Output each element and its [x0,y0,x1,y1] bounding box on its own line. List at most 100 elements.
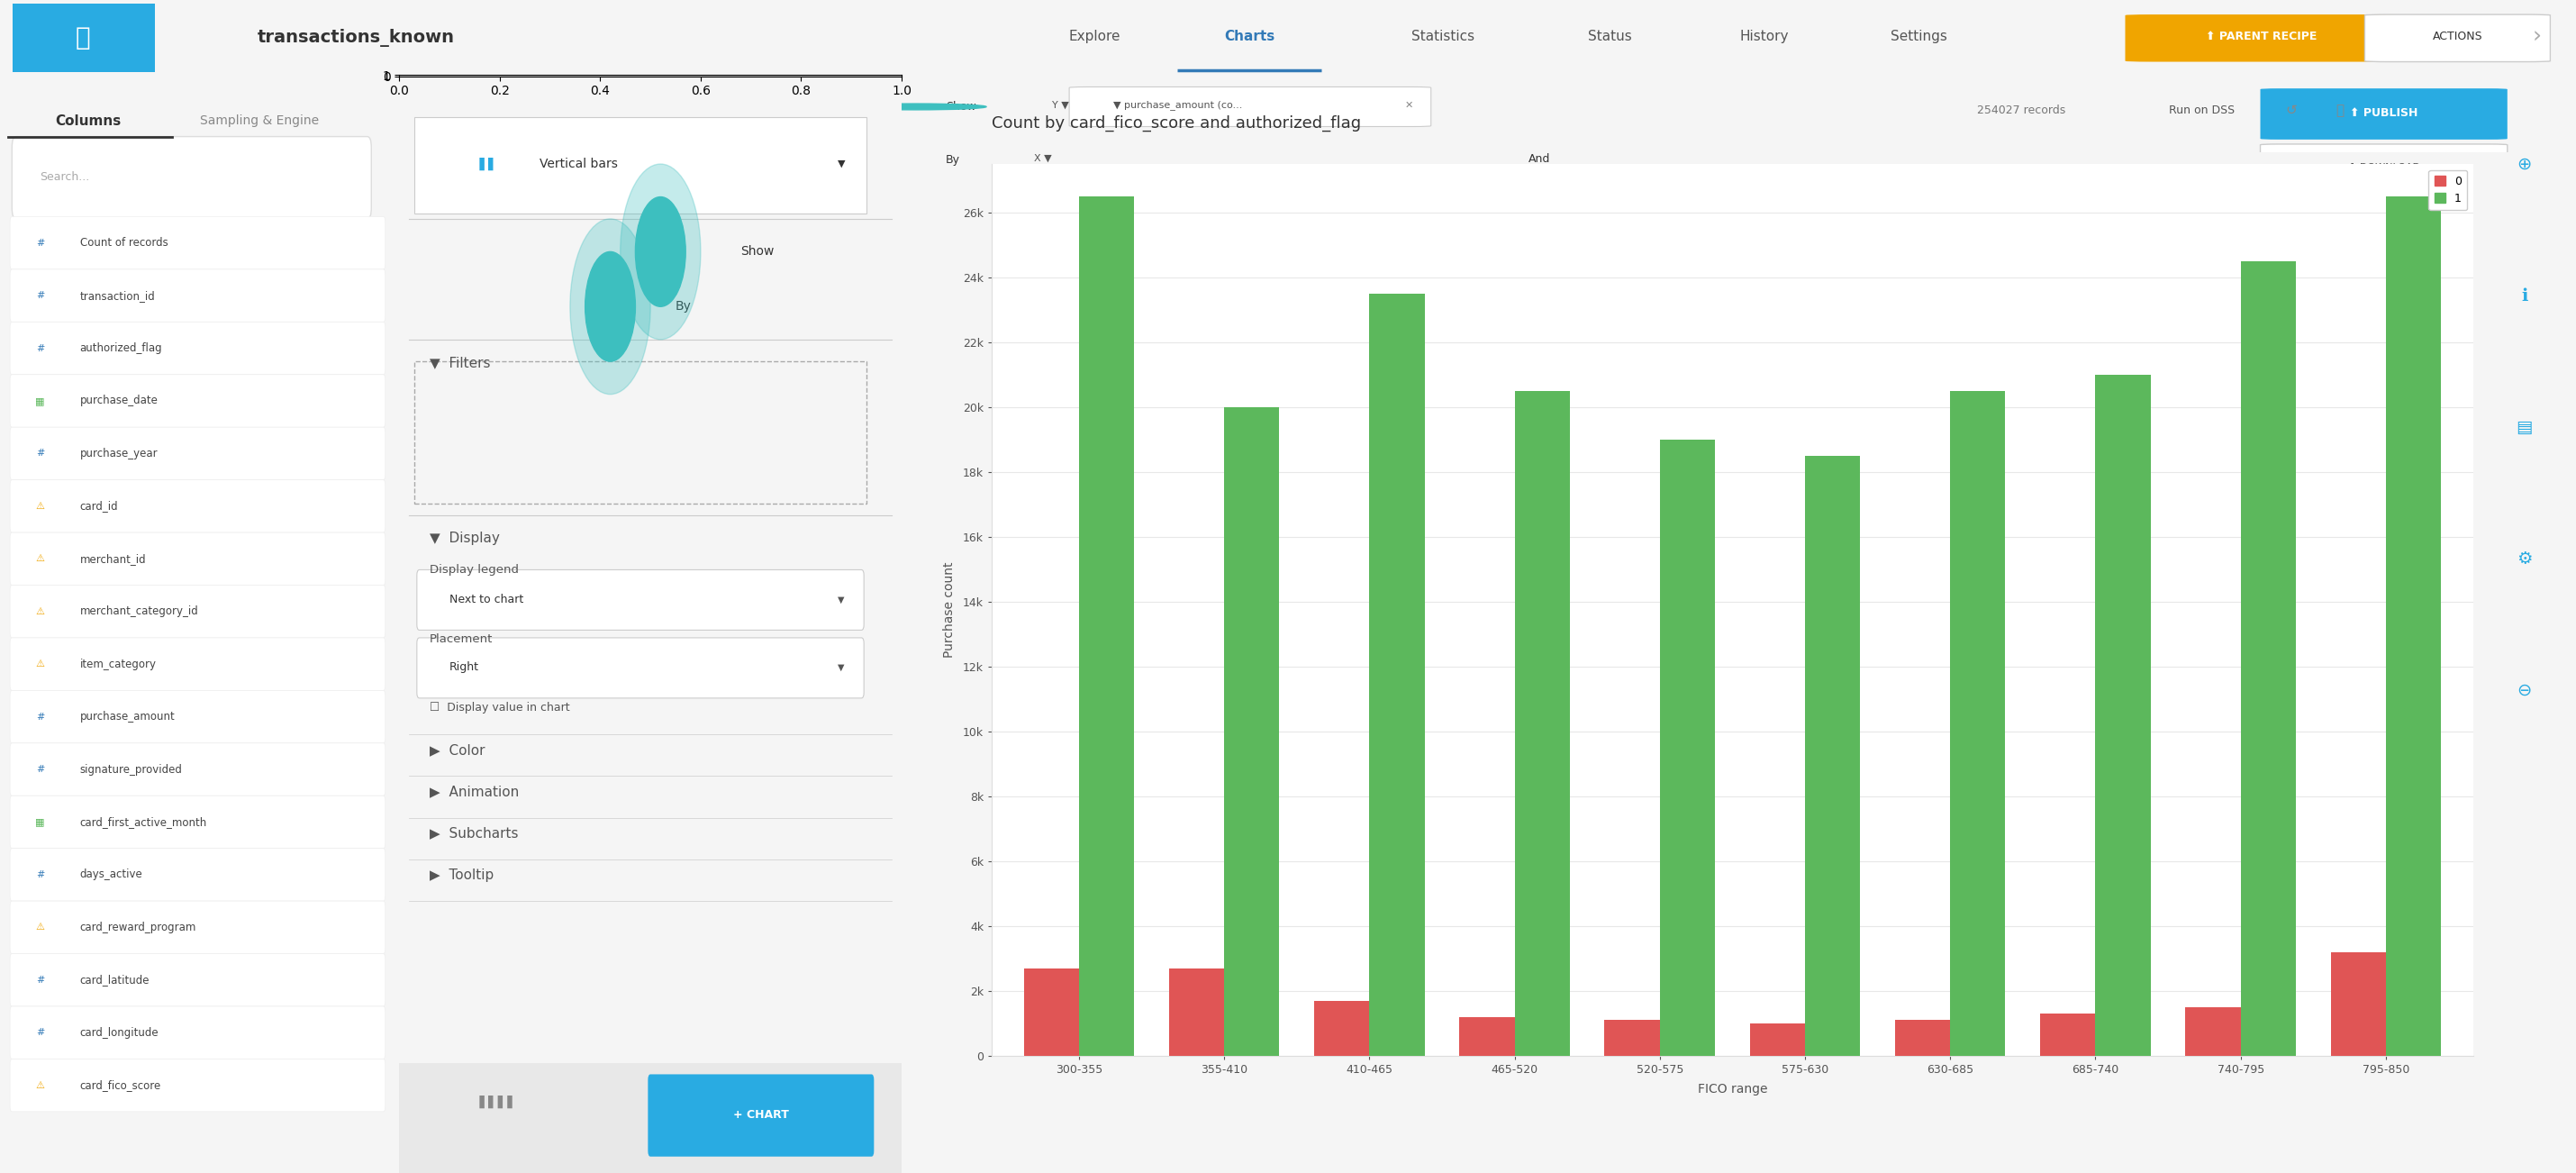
FancyBboxPatch shape [1069,87,1432,127]
Bar [2040,1013,2094,1056]
Text: Charts: Charts [1224,29,1275,43]
Text: ↺: ↺ [2285,104,2298,117]
Text: ⬆ PARENT RECIPE: ⬆ PARENT RECIPE [2205,30,2318,42]
Bar [1659,440,1716,1056]
Text: ⬇ DOWNLOAD: ⬇ DOWNLOAD [2347,163,2419,172]
Bar [399,1063,902,1173]
Text: ▼  Display: ▼ Display [430,531,500,545]
Text: ▼ purchase_amount (co...: ▼ purchase_amount (co... [1113,101,1242,110]
Text: Y ▼: Y ▼ [1051,101,1069,110]
Text: 📁: 📁 [75,26,90,50]
FancyBboxPatch shape [2125,14,2396,62]
Text: #: # [36,712,44,721]
Text: ⚠: ⚠ [36,923,44,931]
Bar [1806,456,1860,1056]
Circle shape [621,164,701,339]
FancyBboxPatch shape [649,1074,873,1157]
Circle shape [636,197,685,306]
Circle shape [585,252,636,361]
FancyBboxPatch shape [10,638,386,691]
Text: And: And [1528,152,1551,164]
Text: Sampling & Engine: Sampling & Engine [201,115,319,127]
Text: ▶  Color: ▶ Color [430,743,484,757]
FancyBboxPatch shape [2259,144,2506,191]
Text: ⚠: ⚠ [36,606,44,616]
Text: History: History [1739,29,1790,43]
Bar [1896,1021,1950,1056]
Text: Display legend: Display legend [430,564,518,576]
Text: ▦: ▦ [36,818,44,827]
Text: item_category: item_category [80,658,157,670]
Bar [1515,391,1569,1056]
Text: Right: Right [448,662,479,673]
Circle shape [845,157,987,163]
FancyBboxPatch shape [417,638,863,698]
FancyBboxPatch shape [10,270,386,321]
FancyBboxPatch shape [2259,88,2506,140]
FancyBboxPatch shape [417,570,863,630]
Text: Count by card_fico_score and authorized_flag: Count by card_fico_score and authorized_… [992,115,1360,131]
FancyBboxPatch shape [1643,160,1968,199]
Text: ▶  Subcharts: ▶ Subcharts [430,827,518,840]
Circle shape [2154,157,2295,163]
FancyBboxPatch shape [10,954,386,1006]
Text: ▦: ▦ [36,396,44,406]
FancyBboxPatch shape [415,361,866,504]
FancyBboxPatch shape [10,743,386,795]
Text: #: # [36,449,44,457]
Text: ▐▐: ▐▐ [474,157,495,170]
Text: Run on DSS: Run on DSS [2169,104,2236,116]
FancyBboxPatch shape [2365,14,2550,62]
Text: ℹ: ℹ [2522,287,2527,304]
Bar [1079,197,1133,1056]
FancyBboxPatch shape [415,117,866,213]
Text: ▤: ▤ [2517,419,2532,435]
Text: Columns: Columns [54,115,121,128]
Bar [1023,968,1079,1056]
Bar [1605,1021,1659,1056]
Text: ⊕: ⊕ [2517,156,2532,172]
Bar [1749,1023,1806,1056]
Text: Search...: Search... [41,171,90,183]
Text: Placement: Placement [430,633,492,645]
Bar [1370,294,1425,1056]
Circle shape [845,103,987,110]
Text: card_id: card_id [80,501,118,513]
Text: ›: › [2532,26,2543,47]
FancyBboxPatch shape [10,374,386,427]
Bar [1224,407,1280,1056]
Text: ☐  Display value in chart: ☐ Display value in chart [430,701,569,713]
Text: purchase_date: purchase_date [80,395,157,407]
Text: Settings: Settings [1891,29,1947,43]
Text: ▼: ▼ [837,595,845,604]
Text: Status: Status [1587,29,1633,43]
Text: X ▼: X ▼ [1033,154,1051,163]
Text: #: # [36,238,44,248]
Text: Statistics: Statistics [1412,29,1473,43]
Text: Show: Show [742,245,775,258]
Bar [2094,375,2151,1056]
FancyBboxPatch shape [13,4,155,73]
Text: card_latitude: card_latitude [80,974,149,985]
Bar [2385,197,2442,1056]
FancyBboxPatch shape [10,901,386,954]
Circle shape [1589,158,1677,162]
Text: ⬆ PUBLISH: ⬆ PUBLISH [2349,107,2419,118]
X-axis label: FICO range: FICO range [1698,1083,1767,1096]
FancyBboxPatch shape [10,795,386,848]
Text: card_longitude: card_longitude [80,1026,160,1038]
Text: #: # [36,1028,44,1037]
Bar [1950,391,2004,1056]
Text: By: By [675,300,690,313]
Text: ▼: ▼ [837,160,845,169]
Text: Show: Show [945,101,976,113]
Bar [2184,1008,2241,1056]
Bar [2241,262,2295,1056]
Text: days_active: days_active [80,869,142,881]
Text: Next to chart: Next to chart [448,594,523,605]
FancyBboxPatch shape [1069,160,1492,199]
Text: 254027 records: 254027 records [1976,104,2066,116]
Bar [1170,968,1224,1056]
Text: Count of records: Count of records [80,237,167,249]
Bar [2331,952,2385,1056]
